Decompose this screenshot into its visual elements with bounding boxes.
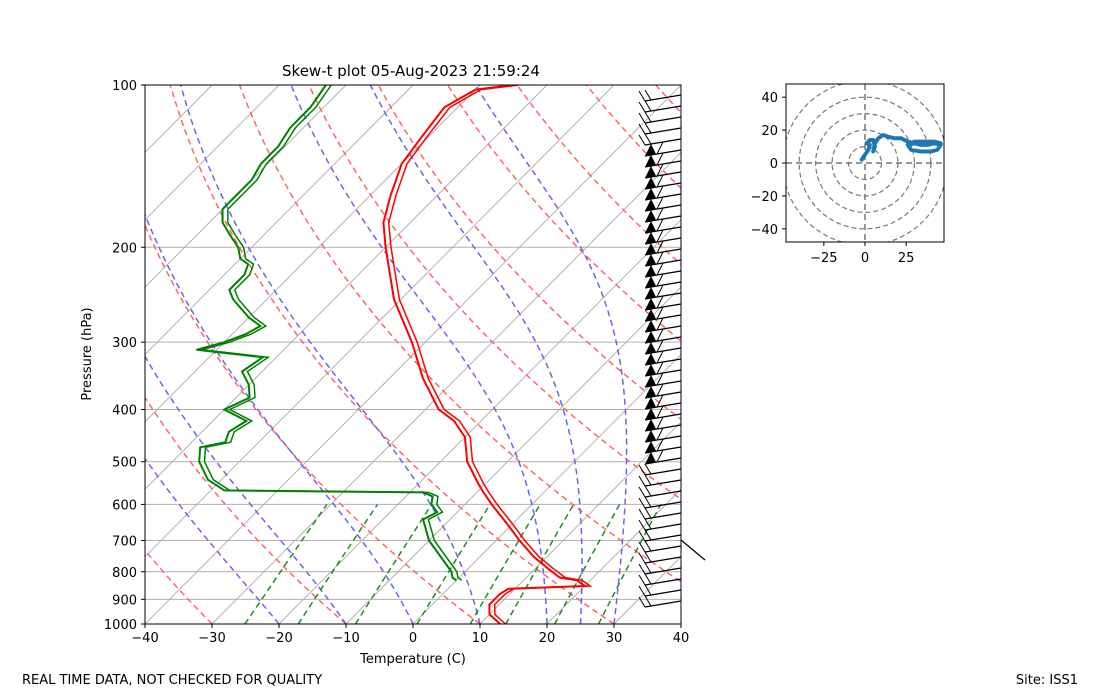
dry-adiabat	[725, 85, 1100, 624]
hodograph-ring	[815, 113, 915, 213]
wind-barb	[638, 463, 682, 476]
hodo-y-tick-label: −20	[751, 190, 778, 205]
hodo-y-tick-label: 0	[770, 157, 778, 172]
moist-adiabat	[179, 85, 481, 624]
dry-adiabat	[238, 85, 681, 583]
wind-barb	[638, 551, 682, 564]
hodo-x-tick-label: −25	[810, 251, 837, 266]
wind-barb	[638, 474, 682, 487]
hodo-x-tick-label: 0	[861, 251, 869, 266]
y-tick-label: 100	[112, 79, 137, 94]
isotherm-line	[479, 421, 681, 624]
isotherm-line	[278, 219, 681, 624]
isotherm-line	[145, 85, 615, 558]
mixing-ratio-line	[244, 503, 328, 624]
isotherm-line	[145, 85, 548, 490]
dry-adiabat	[377, 85, 681, 421]
wind-barb	[644, 449, 682, 465]
x-tick-label: −30	[198, 631, 225, 646]
y-tick-label: 300	[112, 336, 137, 351]
moist-adiabat	[145, 354, 347, 624]
mixing-ratio-line	[416, 504, 491, 624]
x-axis-label: Temperature (C)	[359, 652, 466, 667]
chart-title: Skew-t plot 05-Aug-2023 21:59:24	[282, 62, 540, 80]
isotherm-line	[145, 85, 280, 221]
x-tick-label: 30	[606, 631, 623, 646]
mixing-ratio-line	[297, 503, 379, 624]
wind-barb	[638, 507, 682, 520]
isotherm-line	[145, 85, 213, 154]
x-tick-label: 10	[472, 631, 489, 646]
mixing-ratio-line	[354, 503, 433, 624]
dewpoint-profile-alt	[201, 85, 463, 581]
y-tick-label: 900	[112, 593, 137, 608]
wind-barb-surface	[680, 539, 706, 561]
wind-barb	[638, 562, 682, 575]
dry-adiabat	[145, 223, 481, 624]
isotherm-line	[613, 555, 681, 624]
isotherm-line	[412, 353, 681, 624]
y-tick-label: 800	[112, 566, 137, 581]
moist-adiabat	[145, 212, 414, 624]
y-tick-label: 200	[112, 241, 137, 256]
site-label: Site: ISS1	[1015, 673, 1078, 688]
dry-adiabat	[655, 85, 681, 114]
wind-barb	[638, 529, 682, 542]
x-tick-label: −40	[131, 631, 158, 646]
y-tick-label: 500	[112, 456, 137, 471]
moist-adiabat	[290, 85, 548, 624]
wind-barb	[638, 584, 682, 597]
wind-barb	[638, 595, 682, 608]
wind-barb	[638, 518, 682, 531]
dry-adiabat	[446, 85, 681, 343]
x-tick-label: 0	[409, 631, 417, 646]
moist-adiabat	[369, 85, 583, 624]
wind-barb	[638, 485, 682, 498]
isotherm-line	[145, 85, 414, 356]
isotherm-line	[0, 85, 78, 624]
wind-barb	[638, 89, 682, 102]
wind-barb	[638, 122, 682, 135]
isotherm-line	[145, 85, 347, 288]
hodograph-trace	[859, 133, 943, 162]
isotherm-line	[211, 151, 681, 624]
y-tick-label: 400	[112, 404, 137, 419]
dry-adiabat	[145, 396, 347, 624]
x-tick-label: 40	[673, 631, 690, 646]
x-tick-label: −10	[332, 631, 359, 646]
dry-adiabat	[145, 549, 213, 624]
y-tick-label: 600	[112, 498, 137, 513]
dry-adiabat	[308, 85, 681, 501]
wind-barb	[638, 540, 682, 553]
isotherm-line	[145, 85, 681, 624]
mixing-ratio-line	[469, 504, 541, 624]
wind-barb	[638, 111, 682, 124]
wind-barb	[638, 100, 682, 113]
wind-barb	[638, 573, 682, 586]
dry-adiabat	[516, 85, 681, 266]
isotherm-line	[0, 85, 11, 624]
quality-disclaimer: REAL TIME DATA, NOT CHECKED FOR QUALITY	[22, 673, 323, 688]
x-tick-label: −20	[265, 631, 292, 646]
temperature-profile-alt	[387, 85, 593, 624]
x-tick-label: 20	[539, 631, 556, 646]
hodo-y-tick-label: 40	[761, 91, 778, 106]
wind-barb	[638, 496, 682, 509]
isotherm-line	[680, 623, 681, 624]
hodo-y-tick-label: 20	[761, 124, 778, 139]
dry-adiabat	[585, 85, 681, 190]
hodo-y-tick-label: −40	[751, 223, 778, 238]
isotherm-line	[345, 286, 681, 624]
dry-adiabat	[169, 85, 615, 624]
isotherm-line	[145, 85, 481, 423]
hodo-x-tick-label: 25	[898, 251, 915, 266]
isotherm-line	[546, 488, 681, 624]
moist-adiabat	[145, 457, 280, 624]
y-axis-label: Pressure (hPa)	[80, 307, 95, 400]
y-tick-label: 700	[112, 535, 137, 550]
wind-barb	[638, 133, 682, 146]
moist-adiabat	[474, 85, 628, 624]
y-tick-label: 1000	[104, 618, 137, 633]
